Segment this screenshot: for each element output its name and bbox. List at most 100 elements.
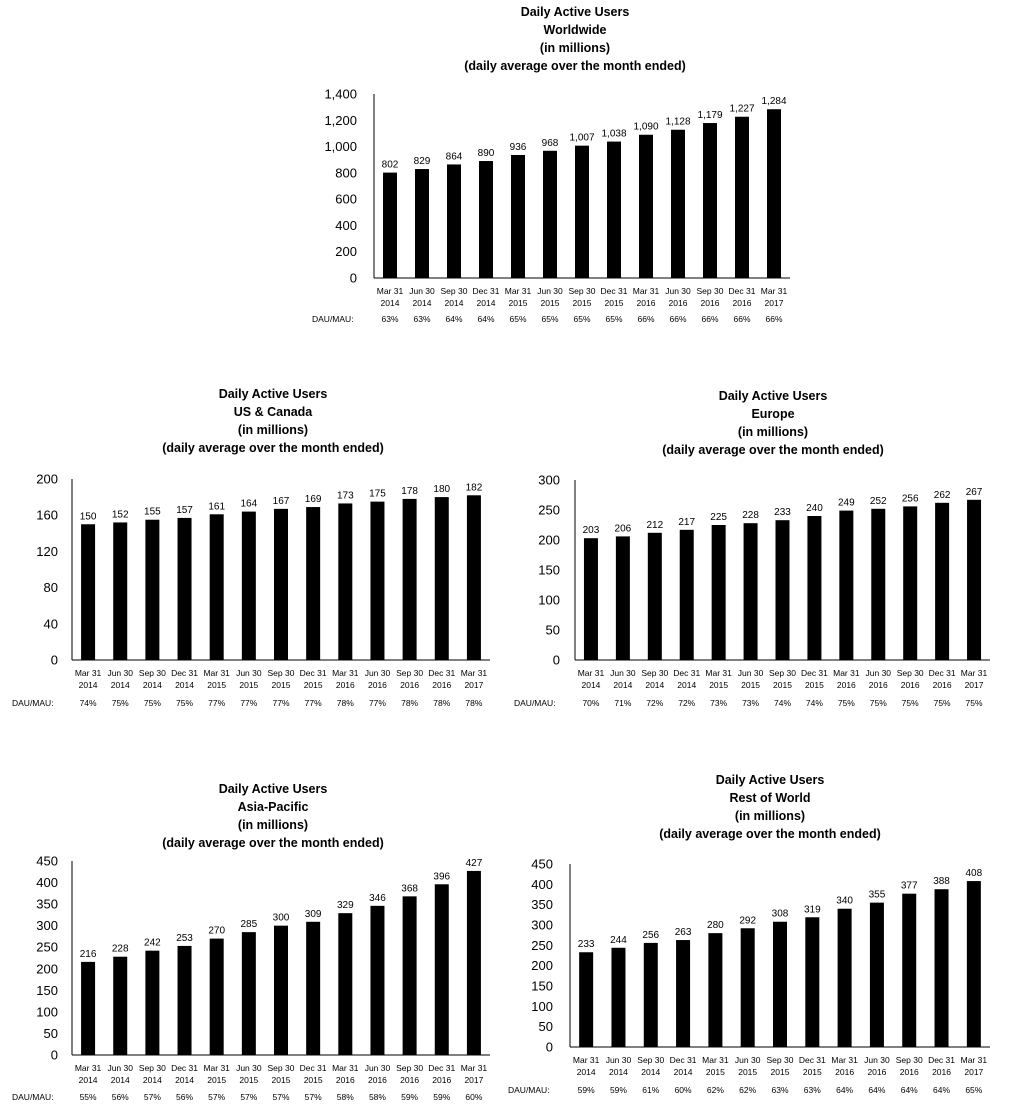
y-tick-label: 250 [538,503,560,518]
x-tick-year: 2016 [835,1067,854,1077]
dau-mau-value: 73% [710,698,727,708]
bar [402,498,417,660]
x-tick-year: 2016 [432,1075,451,1085]
dau-mau-value: 60% [465,1092,482,1102]
bar [511,154,525,278]
dau-mau-value: 63% [381,314,398,324]
bar-value-label: 157 [176,505,193,516]
x-tick-label: Mar 31 [633,286,660,296]
x-tick-year: 2015 [771,1067,790,1077]
y-tick-label: 200 [335,244,357,259]
bar-value-label: 1,038 [601,129,626,140]
chart-title-line: (daily average over the month ended) [659,827,881,841]
x-tick-year: 2014 [175,680,194,690]
dau-mau-value: 63% [771,1085,788,1095]
chart-rest-of-world: Daily Active Users Rest of World (in milli… [500,765,1017,1110]
us-canada-group: Daily Active Users US & Canada (in million… [12,387,490,708]
dau-mau-value: 72% [646,698,663,708]
bar [434,497,449,660]
dau-mau-value: 64% [901,1085,918,1095]
x-tick-label: Mar 31 [332,1063,359,1073]
x-tick-label: Dec 31 [428,668,455,678]
x-tick-year: 2015 [239,680,258,690]
x-tick-label: Sep 30 [396,668,423,678]
y-tick-label: 200 [531,958,553,973]
chart-us-canada-svg: Daily Active Users US & Canada (in million… [12,387,490,708]
y-tick-label: 600 [335,192,357,207]
y-tick-label: 250 [531,938,553,953]
x-tick-label: Mar 31 [203,668,230,678]
x-tick-label: Jun 30 [665,286,691,296]
x-tick-year: 2014 [582,680,601,690]
dau-mau-value: 70% [582,698,599,708]
chart-title-line: Daily Active Users [716,773,825,787]
x-tick-year: 2016 [733,298,752,308]
chart-title-line: Asia-Pacific [238,800,309,814]
bar [479,161,493,278]
x-tick-year: 2014 [143,1075,162,1085]
bar [177,517,192,660]
x-tick-year: 2016 [368,680,387,690]
x-tick-year: 2014 [111,680,130,690]
y-tick-label: 300 [36,918,58,933]
x-tick-label: Dec 31 [171,1063,198,1073]
x-tick-year: 2016 [400,680,419,690]
x-tick-year: 2015 [573,298,592,308]
chart-us-canada: Daily Active Users US & Canada (in million… [0,380,500,715]
dau-mau-value: 56% [112,1092,129,1102]
bar [966,881,981,1047]
x-tick-year: 2014 [613,680,632,690]
bar [703,123,717,278]
bar [934,889,949,1047]
bar-value-label: 256 [642,930,659,941]
x-tick-year: 2016 [336,680,355,690]
bar [274,925,288,1055]
bar-value-label: 300 [273,913,290,924]
x-tick-year: 2016 [701,298,720,308]
x-tick-year: 2017 [464,680,483,690]
dau-mau-value: 57% [208,1092,225,1102]
y-tick-label: 400 [531,877,553,892]
bar-value-label: 152 [112,509,129,520]
chart-title-line: Daily Active Users [219,782,328,796]
x-tick-year: 2014 [79,1075,98,1085]
bar [740,928,755,1047]
bar-value-label: 1,227 [729,104,754,115]
chart-title-line: (in millions) [735,809,805,823]
bar-value-label: 216 [80,949,97,960]
bar-value-label: 169 [305,494,322,505]
bar-value-label: 1,284 [761,96,786,107]
y-tick-label: 100 [538,593,560,608]
x-tick-year: 2014 [577,1067,596,1077]
dau-mau-label: DAU/MAU: [508,1085,550,1095]
worldwide-group: Daily Active Users Worldwide (in millions)… [312,5,790,324]
x-tick-year: 2016 [869,680,888,690]
bar-value-label: 233 [578,939,595,950]
bar-value-label: 285 [241,919,258,930]
x-tick-year: 2017 [464,1075,483,1085]
dau-mau-value: 78% [401,698,418,708]
bar [583,538,598,660]
bar [639,134,653,278]
bar-value-label: 155 [144,507,161,518]
dau-mau-value: 71% [614,698,631,708]
bar [839,510,854,660]
chart-title-line: (daily average over the month ended) [464,59,686,73]
x-tick-year: 2016 [368,1075,387,1085]
bar [402,896,417,1055]
x-tick-label: Mar 31 [961,1055,988,1065]
y-tick-label: 150 [36,983,58,998]
bar [370,905,385,1055]
y-tick-label: 50 [546,623,560,638]
bar-value-label: 1,179 [697,110,722,121]
bar [209,938,224,1055]
bar-value-label: 228 [742,510,759,521]
y-tick-label: 150 [531,979,553,994]
x-tick-year: 2014 [79,680,98,690]
x-tick-label: Sep 30 [896,1055,923,1065]
bar-value-label: 309 [305,909,322,920]
bar-value-label: 161 [208,501,225,512]
bar-value-label: 262 [934,490,951,501]
x-tick-label: Mar 31 [332,668,359,678]
dau-mau-label: DAU/MAU: [312,314,354,324]
